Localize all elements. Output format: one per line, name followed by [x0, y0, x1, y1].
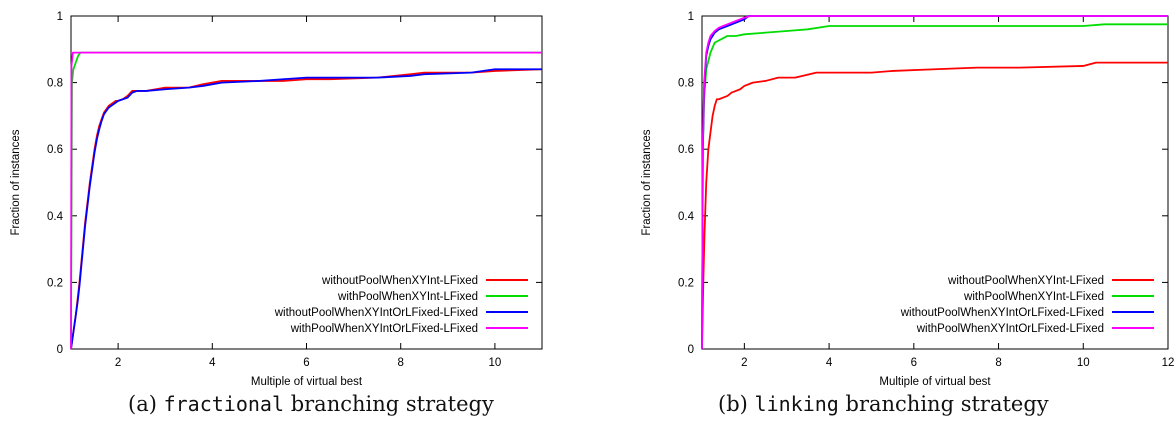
chart-a-ytick-label: 0.6: [47, 144, 63, 156]
chart-b-series-line-4: [701, 15, 1168, 350]
caption-b-code: linking: [754, 392, 839, 416]
chart-b-y-axis-label: Fraction of instances: [641, 129, 653, 235]
caption-a-code: fractional: [163, 392, 285, 416]
chart-b-legend-label-1: withoutPoolWhenXYInt-LFixed: [947, 275, 1104, 287]
chart-b-xtick-label: 6: [911, 357, 917, 369]
chart-a-y-axis-label: Fraction of instances: [10, 129, 22, 235]
chart-a-legend-label-2: withPoolWhenXYInt-LFixed: [337, 291, 478, 303]
chart-b-series-line-1: [701, 61, 1168, 350]
chart-b-xtick-label: 4: [826, 357, 833, 369]
chart-b-ytick-label: 0.4: [678, 211, 695, 223]
chart-a-ytick-label: 1: [57, 11, 63, 23]
chart-a-xtick-label: 10: [489, 357, 502, 369]
chart-b-legend-label-2: withPoolWhenXYInt-LFixed: [963, 291, 1104, 303]
caption-a: (a) fractional branching strategy: [128, 392, 494, 416]
caption-b-suffix: branching strategy: [845, 392, 1049, 416]
chart-b-legend-label-3: withoutPoolWhenXYIntOrLFixed-LFixed: [900, 307, 1104, 319]
chart-b-ytick-label: 0.2: [678, 277, 694, 289]
chart-b-xtick-label: 10: [1077, 357, 1090, 369]
chart-b-xtick-label: 8: [995, 357, 1001, 369]
chart-b-xtick-label: 2: [741, 357, 747, 369]
chart-a-legend-label-3: withoutPoolWhenXYIntOrLFixed-LFixed: [274, 307, 478, 319]
chart-a-ytick-label: 0.8: [47, 78, 63, 90]
chart-a-series-line-3: [70, 68, 542, 350]
chart-a-xtick-label: 2: [115, 357, 121, 369]
chart-b-ytick-label: 1: [688, 11, 694, 23]
chart-b-xtick-label: 12: [1162, 357, 1175, 369]
chart-a-xtick-label: 8: [397, 357, 403, 369]
chart-a-x-axis-label: Multiple of virtual best: [251, 376, 363, 388]
chart-b-ytick-label: 0.6: [678, 144, 694, 156]
caption-b: (b) linking branching strategy: [718, 392, 1049, 416]
chart-a-legend-label-1: withoutPoolWhenXYInt-LFixed: [321, 275, 478, 287]
chart-a-series-line-4: [70, 51, 542, 350]
chart-b-ytick-label: 0: [688, 344, 694, 356]
chart-a-ytick-label: 0.4: [47, 211, 64, 223]
chart-a-xtick-label: 4: [209, 357, 216, 369]
chart-b-x-axis-label: Multiple of virtual best: [879, 376, 991, 388]
caption-a-prefix: (a): [128, 392, 157, 416]
chart-a-ytick-label: 0.2: [47, 277, 63, 289]
chart-a-xtick-label: 6: [303, 357, 309, 369]
chart-a-legend-label-4: withPoolWhenXYIntOrLFixed-LFixed: [290, 323, 478, 335]
chart-a-series-line-2: [70, 51, 542, 350]
chart-b-legend-label-4: withPoolWhenXYIntOrLFixed-LFixed: [916, 323, 1104, 335]
caption-a-suffix: branching strategy: [290, 392, 494, 416]
caption-b-prefix: (b): [718, 392, 748, 416]
chart-b-ytick-label: 0.8: [678, 78, 694, 90]
chart-a-ytick-label: 0: [57, 344, 63, 356]
